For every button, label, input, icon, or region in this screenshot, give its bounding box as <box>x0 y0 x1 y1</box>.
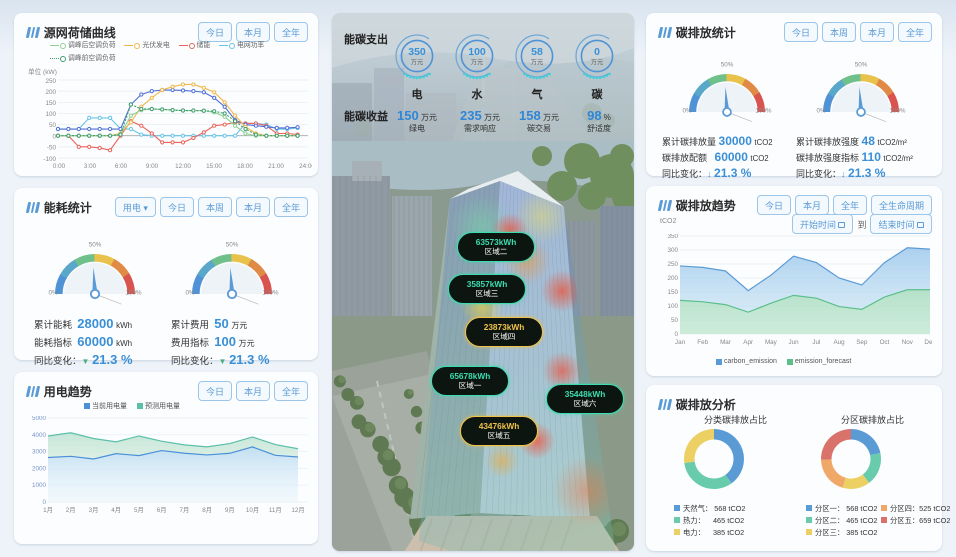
svg-text:100: 100 <box>468 46 486 58</box>
svg-text:50: 50 <box>671 317 679 324</box>
svg-text:150: 150 <box>667 289 678 296</box>
svg-text:250: 250 <box>45 78 56 85</box>
svg-text:8月: 8月 <box>202 506 212 514</box>
svg-text:50%: 50% <box>226 242 239 249</box>
svg-text:100%: 100% <box>889 107 906 114</box>
svg-text:24:00: 24:00 <box>299 163 312 170</box>
svg-text:100: 100 <box>45 111 56 118</box>
svg-text:Feb: Feb <box>697 339 708 346</box>
svg-text:100%: 100% <box>755 107 772 114</box>
svg-text:11月: 11月 <box>269 506 282 514</box>
svg-text:3000: 3000 <box>32 449 47 456</box>
svg-text:350: 350 <box>667 234 678 240</box>
svg-text:50%: 50% <box>855 62 868 69</box>
svg-text:Aug: Aug <box>833 339 845 346</box>
svg-text:18:00: 18:00 <box>237 163 253 170</box>
svg-text:6月: 6月 <box>157 506 167 514</box>
svg-text:Sep: Sep <box>856 339 868 346</box>
svg-text:50%: 50% <box>721 62 734 69</box>
svg-text:1000: 1000 <box>32 482 47 489</box>
svg-text:0%: 0% <box>683 107 693 114</box>
svg-text:Jan: Jan <box>675 339 686 346</box>
svg-text:2月: 2月 <box>66 506 76 514</box>
svg-text:15:00: 15:00 <box>206 163 222 170</box>
svg-text:5月: 5月 <box>134 506 144 514</box>
svg-text:May: May <box>765 339 778 346</box>
svg-text:100%: 100% <box>125 289 142 296</box>
svg-text:6:00: 6:00 <box>115 163 128 170</box>
svg-text:0: 0 <box>594 46 600 58</box>
svg-text:Nov: Nov <box>902 339 914 346</box>
svg-text:10月: 10月 <box>246 506 259 514</box>
svg-text:12月: 12月 <box>291 506 304 514</box>
svg-text:Mar: Mar <box>720 339 731 346</box>
svg-text:12:00: 12:00 <box>175 163 191 170</box>
svg-text:250: 250 <box>667 261 678 268</box>
svg-text:21:00: 21:00 <box>268 163 284 170</box>
svg-text:0: 0 <box>42 499 46 506</box>
svg-text:Dec: Dec <box>924 339 932 346</box>
svg-text:万元: 万元 <box>531 58 544 66</box>
svg-text:350: 350 <box>408 46 426 58</box>
svg-text:-50: -50 <box>47 145 57 152</box>
svg-text:0%: 0% <box>49 289 59 296</box>
svg-text:Oct: Oct <box>880 339 890 346</box>
svg-text:3:00: 3:00 <box>84 163 97 170</box>
svg-text:万元: 万元 <box>411 58 424 66</box>
svg-text:200: 200 <box>667 275 678 282</box>
svg-text:58: 58 <box>531 46 543 58</box>
svg-text:50%: 50% <box>89 242 102 249</box>
svg-text:0%: 0% <box>817 107 827 114</box>
svg-text:0: 0 <box>52 134 56 141</box>
svg-text:9:00: 9:00 <box>146 163 159 170</box>
svg-text:0: 0 <box>674 331 678 338</box>
svg-text:Jun: Jun <box>789 339 800 346</box>
svg-text:0%: 0% <box>186 289 196 296</box>
svg-text:1月: 1月 <box>43 506 53 514</box>
svg-text:-100: -100 <box>43 156 56 163</box>
svg-text:0:00: 0:00 <box>53 163 66 170</box>
svg-text:50: 50 <box>49 122 57 129</box>
svg-text:4000: 4000 <box>32 432 47 439</box>
svg-text:5000: 5000 <box>32 416 47 422</box>
svg-text:万元: 万元 <box>471 58 484 66</box>
svg-text:300: 300 <box>667 247 678 254</box>
svg-text:4月: 4月 <box>111 506 121 514</box>
svg-text:200: 200 <box>45 89 56 96</box>
svg-text:万元: 万元 <box>591 58 604 66</box>
svg-text:Jul: Jul <box>812 339 820 346</box>
svg-text:Apr: Apr <box>743 339 753 346</box>
svg-text:150: 150 <box>45 100 56 107</box>
svg-text:100: 100 <box>667 303 678 310</box>
svg-text:2000: 2000 <box>32 465 47 472</box>
svg-text:9月: 9月 <box>225 506 235 514</box>
svg-text:7月: 7月 <box>179 506 189 514</box>
svg-text:3月: 3月 <box>89 506 99 514</box>
svg-text:100%: 100% <box>262 289 279 296</box>
